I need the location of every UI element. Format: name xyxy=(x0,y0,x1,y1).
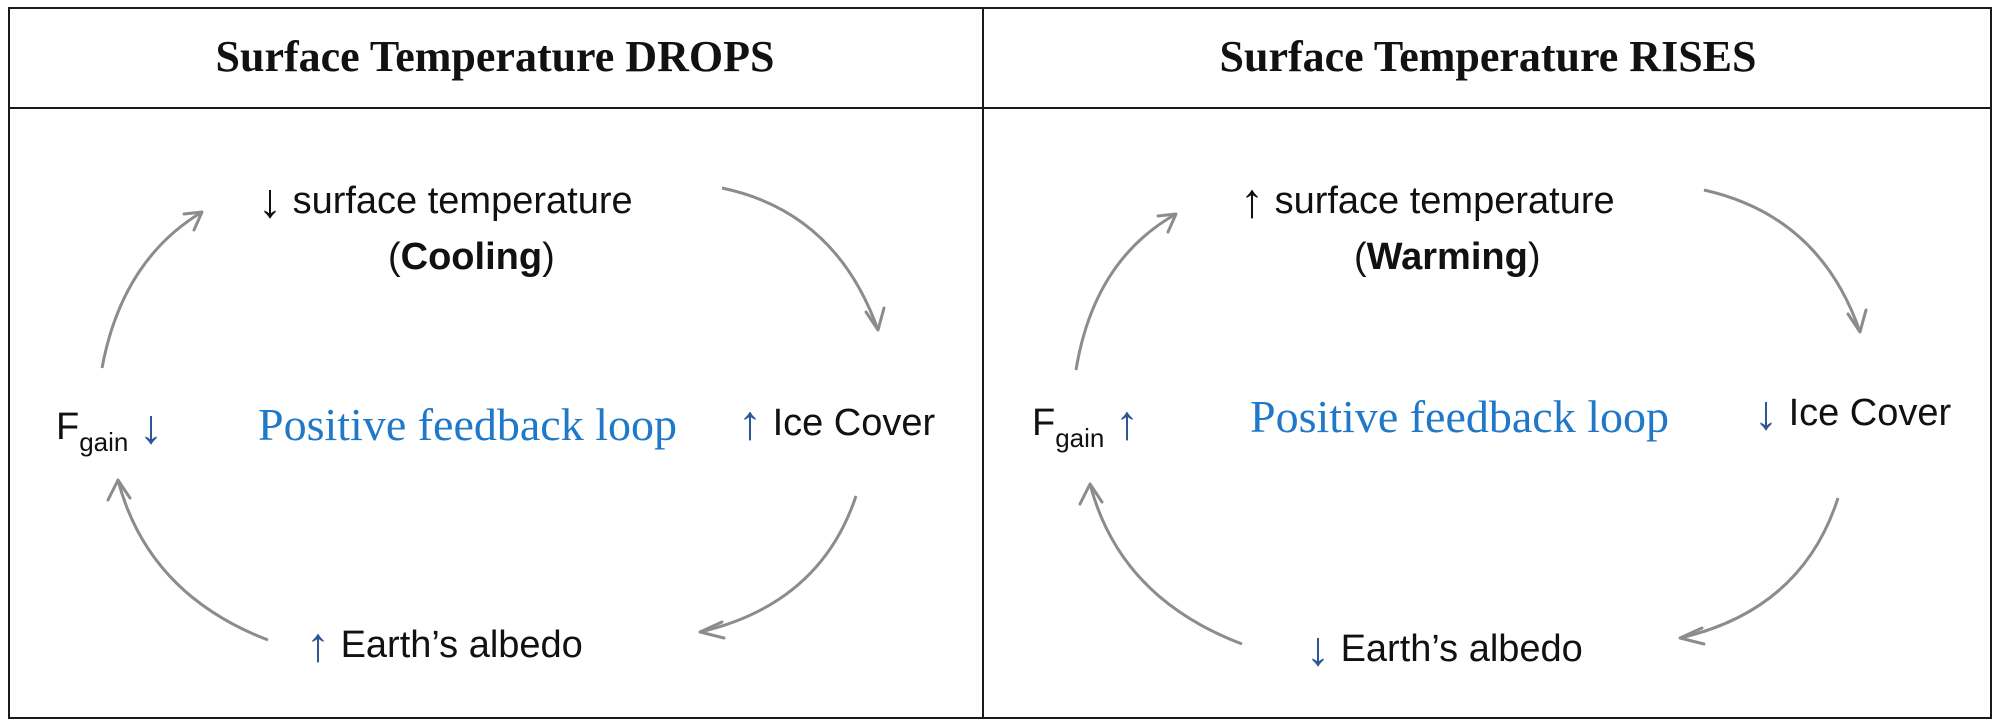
node-ice-cover: ↓ Ice Cover xyxy=(1754,390,1951,438)
up-arrow-icon: ↑ xyxy=(1240,175,1264,228)
up-arrow-icon: ↑ xyxy=(1114,397,1139,450)
f-gain-base: F xyxy=(56,406,80,448)
arrowhead xyxy=(1678,626,1706,646)
center-label-positive-feedback: Positive feedback loop xyxy=(1250,391,1670,442)
column-divider xyxy=(982,7,984,719)
header-divider xyxy=(8,107,1992,109)
node-cooling: (Cooling) xyxy=(388,238,555,276)
arrowhead xyxy=(1156,212,1178,234)
cycle-arrow-bottom-left xyxy=(1088,483,1243,646)
table-frame xyxy=(8,7,1992,719)
center-label-positive-feedback: Positive feedback loop xyxy=(258,399,678,450)
node-surface-temperature-label: surface temperature xyxy=(1274,180,1615,222)
node-earths-albedo-label: Earth’s albedo xyxy=(340,624,583,666)
warming-label: Warming xyxy=(1366,236,1528,278)
up-arrow-icon: ↑ xyxy=(738,397,762,450)
node-warming: (Warming) xyxy=(1354,238,1540,276)
node-surface-temperature-label: surface temperature xyxy=(292,180,633,222)
up-arrow-icon: ↑ xyxy=(306,619,330,672)
f-gain-subscript: gain xyxy=(79,427,129,457)
cycle-arrow-top-right xyxy=(721,186,880,331)
f-gain-subscript: gain xyxy=(1055,423,1105,453)
paren-open: ( xyxy=(388,236,401,278)
arrowhead xyxy=(864,306,886,332)
panel-title-drops: Surface Temperature DROPS xyxy=(215,32,775,81)
node-surface-temperature: ↓ surface temperature xyxy=(258,178,633,226)
node-ice-cover-label: Ice Cover xyxy=(772,402,936,444)
node-surface-temperature: ↑ surface temperature xyxy=(1240,178,1615,226)
paren-close: ) xyxy=(542,236,555,278)
node-earths-albedo: ↓ Earth’s albedo xyxy=(1306,626,1583,674)
paren-close: ) xyxy=(1527,236,1541,278)
cycle-arrow-left-top xyxy=(100,210,203,369)
down-arrow-icon: ↓ xyxy=(1306,623,1330,676)
down-arrow-icon: ↓ xyxy=(258,175,282,228)
node-earths-albedo-label: Earth’s albedo xyxy=(1340,628,1583,670)
f-gain-base: F xyxy=(1032,402,1056,444)
node-f-gain: Fgain ↑ xyxy=(1032,397,1139,453)
panel-title-rises: Surface Temperature RISES xyxy=(1219,32,1757,81)
node-ice-cover: ↑ Ice Cover xyxy=(738,400,935,448)
paren-open: ( xyxy=(1354,236,1367,278)
cycle-arrow-right-bottom xyxy=(1679,497,1840,640)
down-arrow-icon: ↓ xyxy=(138,401,163,454)
node-ice-cover-label: Ice Cover xyxy=(1788,392,1952,434)
cycle-arrow-right-bottom xyxy=(699,495,858,634)
arrowhead xyxy=(1078,482,1104,506)
cycle-arrow-left-top xyxy=(1074,212,1177,371)
arrowhead xyxy=(182,210,204,232)
cycle-arrow-bottom-left xyxy=(116,479,269,642)
arrowhead xyxy=(1846,308,1868,334)
arrowhead xyxy=(698,620,726,640)
down-arrow-icon: ↓ xyxy=(1754,387,1778,440)
node-earths-albedo: ↑ Earth’s albedo xyxy=(306,622,583,670)
cycle-arrow-top-right xyxy=(1703,188,1862,333)
cooling-label: Cooling xyxy=(400,236,543,278)
arrowhead xyxy=(106,478,132,502)
node-f-gain: Fgain ↓ xyxy=(56,401,163,457)
